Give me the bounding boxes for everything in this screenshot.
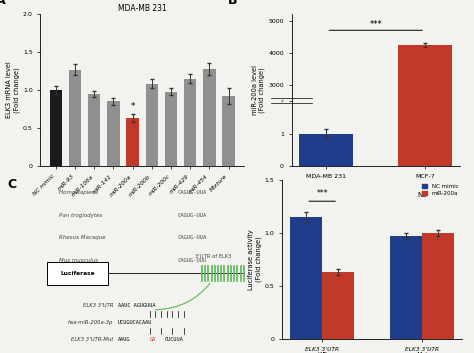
- Text: Luciferase: Luciferase: [60, 271, 95, 276]
- Text: B: B: [228, 0, 237, 7]
- Y-axis label: Luciferase activity
(Fold change): Luciferase activity (Fold change): [248, 229, 262, 290]
- Text: CAGUG-UUA: CAGUG-UUA: [177, 235, 207, 240]
- Bar: [107, 101, 119, 166]
- Text: *: *: [130, 102, 135, 111]
- Y-axis label: miR-200a level
(Fold change): miR-200a level (Fold change): [252, 65, 265, 115]
- Text: hsa-miR-200a-3p: hsa-miR-200a-3p: [68, 320, 113, 325]
- Bar: [146, 84, 158, 166]
- Text: CUCUUA: CUCUUA: [164, 337, 183, 342]
- Text: Pan troglodytes: Pan troglodytes: [59, 213, 102, 218]
- Bar: [398, 45, 452, 166]
- Text: C: C: [7, 178, 16, 191]
- Bar: [184, 79, 196, 166]
- Bar: [50, 90, 62, 166]
- Text: AAUC AGUGUUA: AAUC AGUGUUA: [118, 303, 155, 308]
- Bar: [390, 236, 422, 339]
- Bar: [88, 94, 100, 166]
- Bar: [203, 69, 216, 166]
- Text: GA: GA: [150, 337, 156, 342]
- Text: UCUGUCACAAU: UCUGUCACAAU: [118, 320, 153, 325]
- Text: Homo sapiens: Homo sapiens: [59, 190, 98, 195]
- FancyBboxPatch shape: [46, 262, 108, 285]
- Text: Rhesus Macaque: Rhesus Macaque: [59, 235, 106, 240]
- Text: A: A: [0, 0, 5, 7]
- Text: CAGUG-UUU: CAGUG-UUU: [177, 258, 207, 263]
- Text: ELK3 3’UTR-Mut: ELK3 3’UTR-Mut: [71, 337, 113, 342]
- Bar: [165, 91, 177, 166]
- Text: NS: NS: [417, 192, 427, 198]
- Bar: [322, 272, 354, 339]
- Y-axis label: ELK3 mRNA level
(Fold change): ELK3 mRNA level (Fold change): [7, 62, 20, 118]
- Title: MDA-MB 231: MDA-MB 231: [118, 4, 166, 13]
- Text: ***: ***: [369, 20, 382, 29]
- Bar: [299, 134, 354, 166]
- Text: Mus musculus: Mus musculus: [59, 258, 98, 263]
- Bar: [69, 70, 81, 166]
- Bar: [222, 96, 235, 166]
- Text: CAGUG-UUA: CAGUG-UUA: [177, 190, 207, 195]
- Bar: [127, 118, 139, 166]
- Text: 3'UTR of ELK3: 3'UTR of ELK3: [194, 254, 231, 259]
- Bar: [422, 233, 454, 339]
- Text: ELK3 3’UTR: ELK3 3’UTR: [82, 303, 113, 308]
- Text: AAUG: AAUG: [118, 337, 131, 342]
- Legend: NC mimic, miR-200a: NC mimic, miR-200a: [421, 183, 459, 197]
- Bar: [290, 217, 322, 339]
- Text: CAGUG-UUA: CAGUG-UUA: [177, 213, 207, 218]
- Text: ***: ***: [316, 189, 328, 198]
